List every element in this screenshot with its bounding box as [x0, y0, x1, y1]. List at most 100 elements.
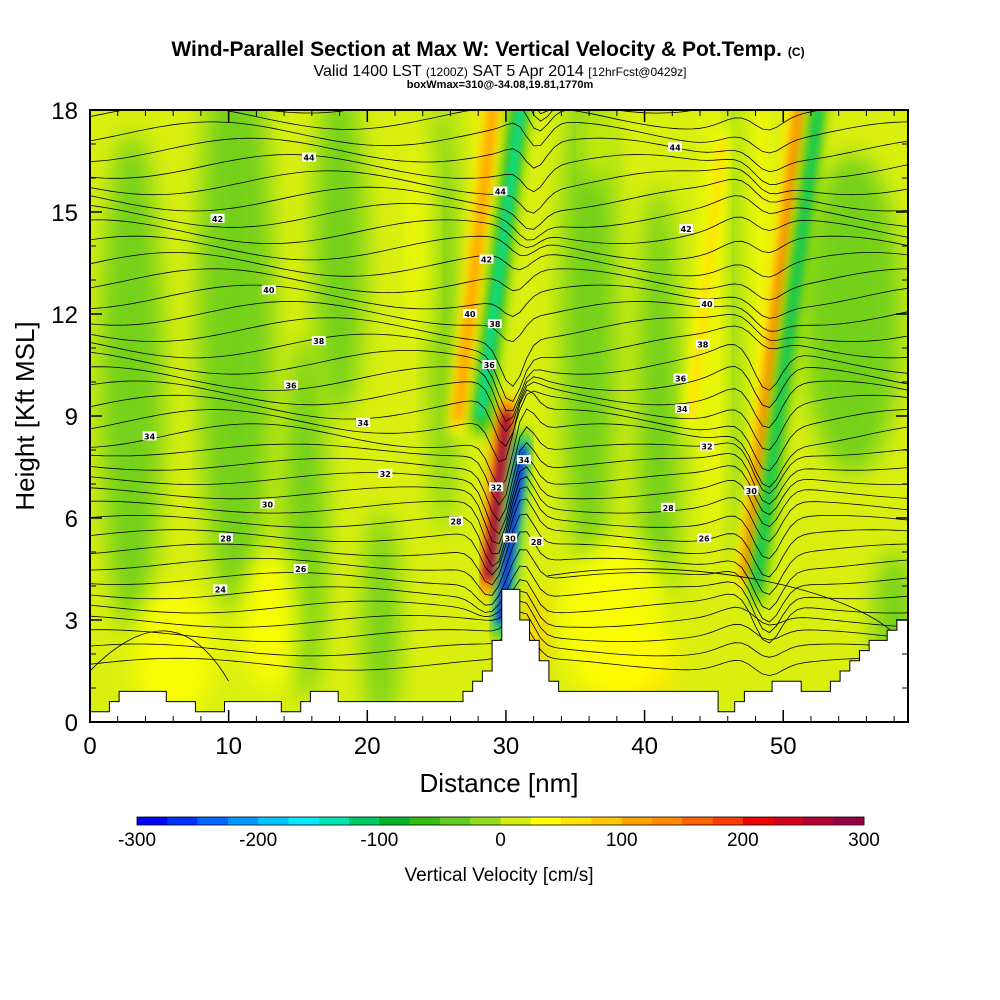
isentrope-line: [90, 549, 908, 623]
colorbar-swatch: [712, 817, 744, 825]
colorbar-tick-label: -300: [118, 830, 156, 851]
isentrope-line: [90, 121, 908, 154]
isentrope-line: [90, 284, 908, 319]
isentrope-line: [90, 178, 908, 230]
colorbar-swatch: [470, 817, 501, 825]
isentrope-line: [90, 531, 908, 611]
svg-text:28: 28: [531, 538, 543, 547]
svg-text:24: 24: [215, 585, 227, 594]
isentrope-label: 28: [218, 533, 233, 543]
isentrope-line: [90, 314, 908, 387]
svg-text:40: 40: [464, 310, 476, 319]
terrain: [90, 588, 908, 722]
svg-text:32: 32: [380, 470, 391, 479]
field-blob: [363, 510, 400, 722]
colorbar-tick-label: 300: [848, 830, 880, 851]
field-blob: [802, 154, 903, 474]
field-blob: [586, 110, 607, 184]
svg-text:44: 44: [303, 154, 315, 163]
isentrope-label: 30: [744, 485, 759, 496]
isentrope-label: 44: [302, 152, 317, 163]
svg-text:36: 36: [285, 381, 297, 390]
svg-text:34: 34: [144, 432, 156, 441]
isentrope-label: 40: [462, 309, 477, 319]
field-blob: [729, 110, 748, 564]
chart-subtitle-2: boxWmax=310@-34.08,19.81,1770m: [407, 79, 594, 91]
colorbar-tick-label: 0: [495, 830, 506, 851]
isentrope-label: 42: [479, 254, 494, 265]
svg-text:42: 42: [481, 256, 492, 265]
x-tick-label: 40: [631, 733, 658, 760]
field-blob: [240, 550, 301, 690]
colorbar-swatch: [682, 817, 713, 825]
y-tick-label: 3: [65, 608, 78, 635]
x-tick-label: 20: [354, 733, 381, 760]
colorbar-swatch: [227, 817, 259, 825]
svg-text:44: 44: [670, 143, 682, 152]
svg-text:30: 30: [262, 500, 274, 509]
svg-text:38: 38: [489, 320, 501, 329]
isentrope-line: [90, 389, 908, 472]
colorbar-tick-label: 100: [606, 830, 638, 851]
colorbar-tick-label: -100: [360, 830, 398, 851]
colorbar-tick-label: 200: [727, 830, 759, 851]
isentrope-line: [90, 590, 908, 628]
isentrope-line: [90, 93, 908, 105]
isentrope-line: [90, 137, 908, 173]
svg-text:30: 30: [505, 534, 517, 543]
isentrope-line: [90, 252, 908, 278]
isentrope-label: 32: [378, 468, 393, 479]
isentrope-label: 34: [142, 431, 157, 441]
field-blob: [133, 584, 214, 722]
isentrope-labels: 44 44 44 42 42 42 40 40 40 38 38 38 36 36 36 34 34 34 34 32…: [142, 142, 759, 594]
chart-title: Wind-Parallel Section at Max W: Vertical…: [171, 38, 804, 61]
isentrope-line: [90, 365, 908, 422]
isentrope-line: [90, 300, 908, 343]
isentrope-label: 24: [213, 584, 228, 594]
colorbar-swatch: [258, 817, 289, 825]
y-tick-label: 12: [51, 302, 78, 329]
colorbar-swatch: [137, 817, 168, 825]
svg-text:42: 42: [681, 225, 692, 234]
isentrope-label: 44: [493, 186, 508, 197]
isentrope-line: [90, 513, 908, 595]
isentrope-label: 38: [311, 336, 326, 346]
isentrope-line: [90, 455, 908, 535]
isentrope-label: 32: [489, 482, 504, 492]
colorbar-swatch: [773, 817, 804, 825]
colorbar-swatch: [651, 817, 683, 825]
colorbar-swatch: [591, 817, 622, 825]
isentrope-label: 36: [284, 380, 299, 390]
isentrope-label: 26: [697, 533, 712, 543]
downdraft-core: [753, 110, 822, 590]
isentrope-label: 34: [356, 417, 371, 428]
isentrope-line: [90, 426, 908, 506]
updraft-core: [741, 110, 804, 581]
svg-text:34: 34: [358, 419, 370, 428]
y-axis-label: Height [Kft MSL]: [10, 321, 40, 510]
isentrope-label: 36: [673, 373, 688, 384]
isentrope-label: 44: [668, 142, 683, 152]
isentrope-label: 26: [293, 564, 308, 574]
isentrope-label: 40: [261, 285, 276, 295]
isentrope-label: 30: [503, 533, 518, 543]
isentrope-label: 28: [449, 516, 464, 526]
field-blob: [197, 110, 274, 614]
isentrope-line: [547, 568, 895, 634]
colorbar-swatch: [530, 817, 562, 825]
svg-text:38: 38: [313, 337, 325, 346]
svg-text:44: 44: [495, 188, 507, 197]
colorbar-swatch: [803, 817, 835, 825]
isentrope-line: [90, 441, 908, 522]
updraft-core: [453, 110, 498, 421]
svg-text:30: 30: [746, 487, 758, 496]
isentrope-line: [90, 344, 908, 412]
svg-text:28: 28: [220, 534, 232, 543]
field-blob: [412, 146, 433, 346]
field-blob: [99, 132, 164, 632]
chart-subtitle: Valid 1400 LST (1200Z) SAT 5 Apr 2014 [1…: [313, 63, 686, 80]
isentrope-label: 42: [679, 224, 694, 234]
colorbar-swatch: [379, 817, 410, 825]
